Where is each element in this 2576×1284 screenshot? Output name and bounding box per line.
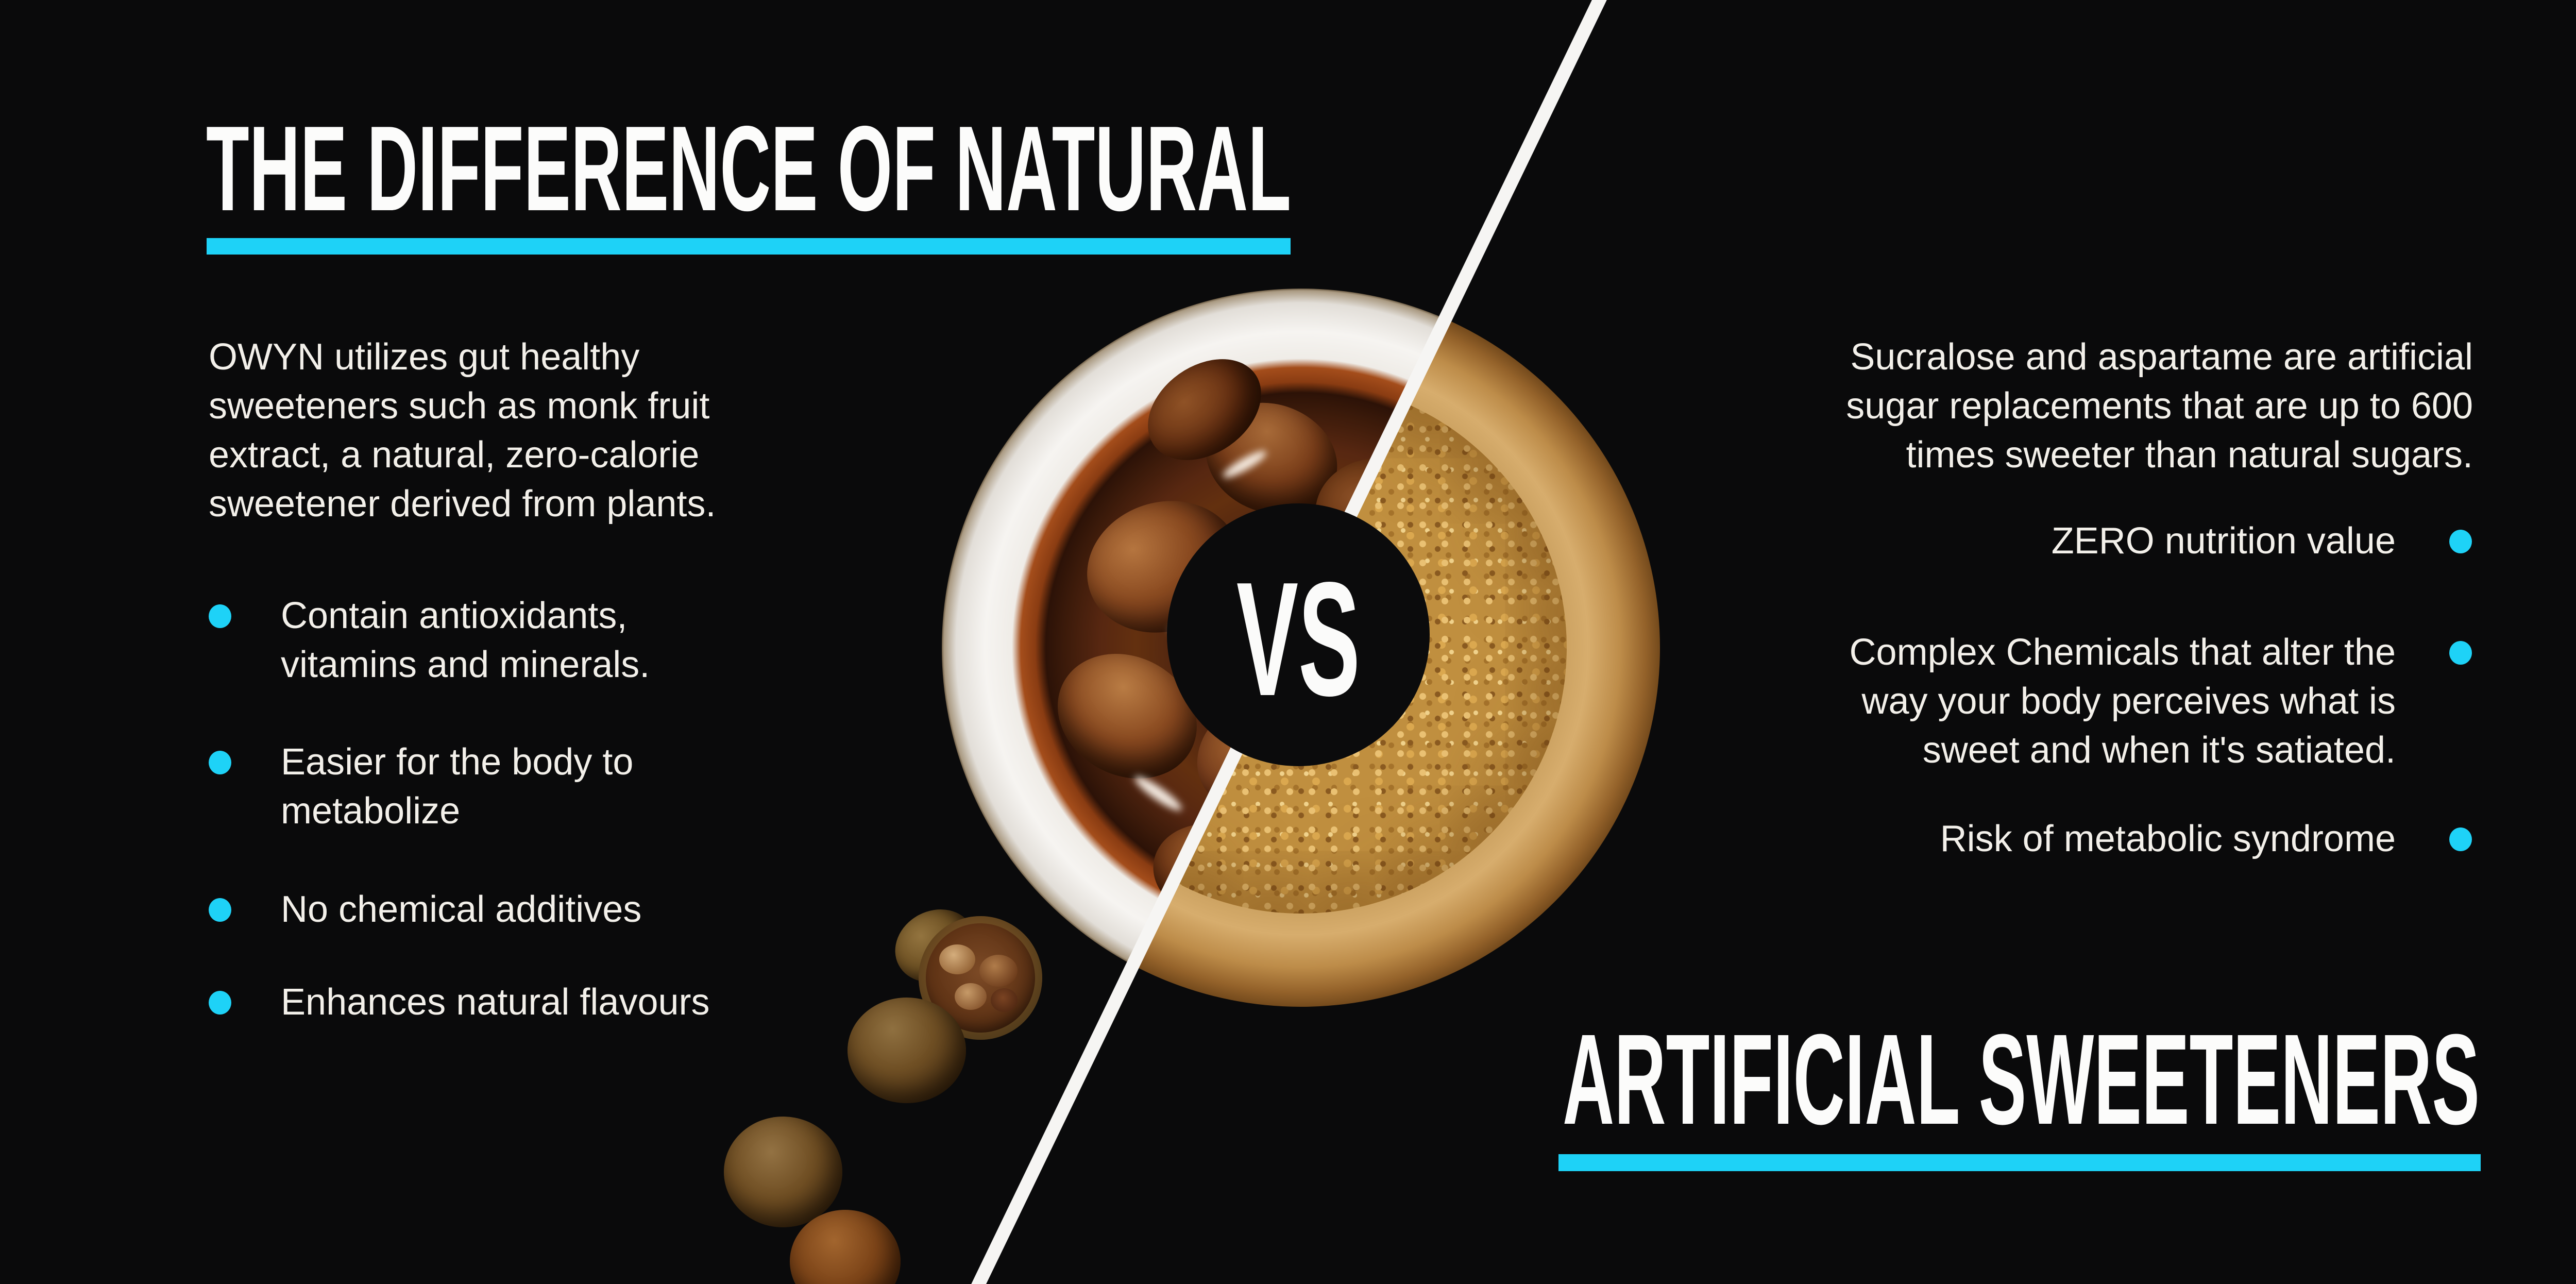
paragraph-line: OWYN utilizes gut healthy (209, 336, 640, 378)
artificial-title-underline (1558, 1154, 2481, 1171)
natural-title-underline (207, 238, 1291, 255)
artificial-title-svg: ARTIFICIAL SWEETENERS (1563, 1007, 2480, 1151)
bullet-line: Enhances natural flavours (281, 982, 710, 1023)
monk-fruit-pulp (991, 988, 1018, 1012)
natural-bullet-flavours: Enhances natural flavours (209, 978, 710, 1027)
bullet-line: ZERO nutrition value (2051, 520, 2396, 562)
paragraph-line: sweetener derived from plants. (209, 483, 716, 525)
monk-fruit-whole-1 (848, 998, 966, 1103)
artificial-paragraph: Sucralose and aspartame are artificial s… (1700, 333, 2473, 480)
bullet-dot (209, 604, 231, 628)
artificial-bullet-zero-nutrition: ZERO nutrition value (1674, 517, 2472, 566)
paragraph-line: extract, a natural, zero-calorie (209, 434, 700, 476)
paragraph-line: times sweeter than natural sugars. (1906, 434, 2473, 476)
monk-fruit-whole-2 (724, 1117, 842, 1227)
bullet-line: Risk of metabolic syndrome (1940, 818, 2396, 859)
gloss-highlight (1131, 772, 1185, 815)
artificial-bullet-complex-chemicals: Complex Chemicals that alter the way you… (1674, 628, 2472, 775)
natural-paragraph: OWYN utilizes gut healthy sweeteners suc… (209, 333, 716, 529)
paragraph-line: sweeteners such as monk fruit (209, 385, 710, 427)
natural-title-svg: THE DIFFERENCE OF NATURAL (206, 100, 1291, 236)
natural-bullet-antioxidants: Contain antioxidants, vitamins and miner… (209, 592, 650, 689)
monk-fruit-pulp (955, 983, 987, 1010)
bullet-dot (209, 898, 231, 922)
natural-bullet-no-chemicals: No chemical additives (209, 885, 641, 934)
bullet-dot (2449, 641, 2472, 665)
bullet-line: No chemical additives (281, 889, 642, 930)
bullet-line: way your body perceives what is (1861, 681, 2396, 722)
bullet-dot (209, 751, 231, 774)
vs-badge: VS (1167, 503, 1430, 766)
bullet-line: Complex Chemicals that alter the (1849, 632, 2396, 673)
monk-fruit-pulp (939, 944, 975, 974)
vs-badge-svg: VS (1236, 548, 1360, 730)
bullet-dot (2449, 530, 2472, 553)
paragraph-line: sugar replacements that are up to 600 (1846, 385, 2473, 427)
bullet-line: Easier for the body to (281, 741, 634, 783)
bullet-dot (2449, 827, 2472, 851)
bullet-line: Contain antioxidants, (281, 595, 628, 636)
paragraph-line: Sucralose and aspartame are artificial (1850, 336, 2473, 378)
vs-label: VS (1236, 548, 1360, 730)
natural-title: THE DIFFERENCE OF NATURAL (206, 100, 1291, 236)
monk-fruit-pulp (979, 955, 1018, 987)
natural-bullet-metabolize: Easier for the body to metabolize (209, 738, 633, 836)
bullet-dot (209, 991, 231, 1015)
bullet-line: vitamins and minerals. (281, 644, 650, 685)
artificial-bullet-metabolic-risk: Risk of metabolic syndrome (1674, 815, 2472, 864)
bullet-line: metabolize (281, 790, 461, 832)
bullet-line: sweet and when it's satiated. (1922, 730, 2396, 771)
artificial-title: ARTIFICIAL SWEETENERS (1563, 1007, 2480, 1151)
